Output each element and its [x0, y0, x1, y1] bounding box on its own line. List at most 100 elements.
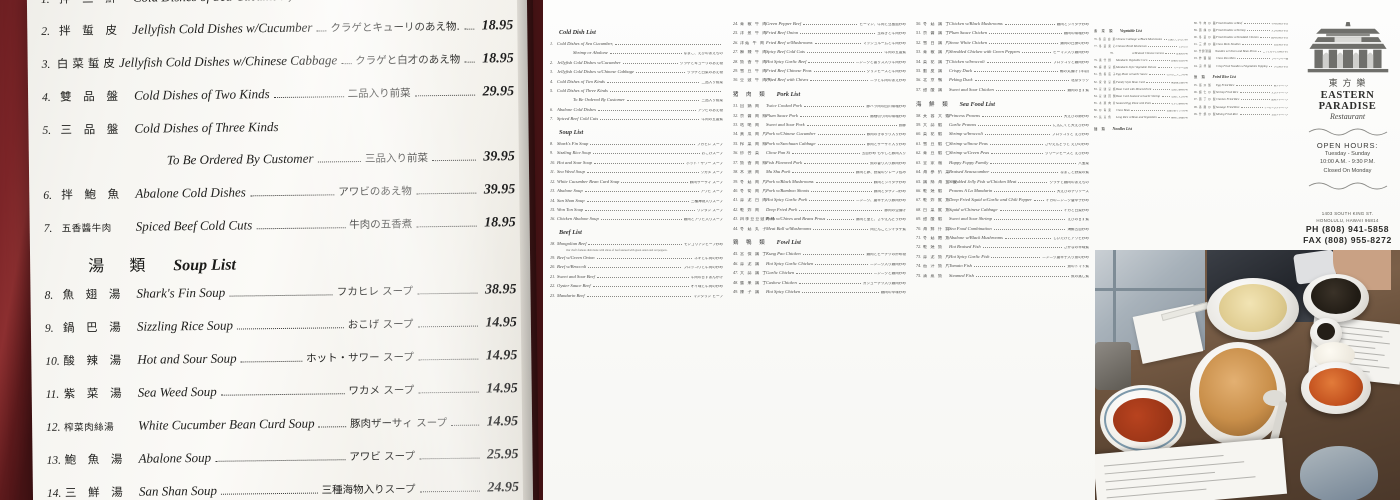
leader-dots — [974, 71, 1058, 73]
item-japanese-name: マンダリン ビーフ — [693, 294, 723, 298]
item-japanese-name: 五目炒め もやしと豚肉入り — [861, 152, 906, 156]
leader-dots — [586, 200, 689, 202]
item-english-name: Beef w/Green Onion — [557, 256, 595, 261]
item-chinese-name: 咕 咾 肉 — [740, 123, 761, 128]
fowl-list-heading: 鶏 鴨 類 Fowl List — [733, 238, 906, 246]
soup-list: 8. 魚 翅 湯 Shark's Fin Soup フカヒレ スープ 38.95 9. 鍋 … — [30, 281, 533, 500]
photo-black-beans-contents — [1311, 278, 1361, 314]
item-english-name: Hot Spicy Garlic Beef — [766, 59, 807, 64]
item-number: 21. — [550, 274, 556, 279]
item-japanese-name: フカヒレ スープ — [696, 143, 723, 147]
item-chinese-name: 三 鮮 炒 麺 — [1199, 43, 1217, 47]
item-chinese-name: 豆 豉 豆 腐 — [1099, 87, 1117, 91]
item-number: 48. — [733, 280, 739, 285]
scan-fowl-row: 56. 北 京 鴨 Peking Duck 北京ダック — [916, 78, 1089, 83]
scan-vegetable-row: 81. 魚 香 茄 子 Egg Plant w/Garlic Sauce なすのニンニ… — [1094, 73, 1188, 77]
item-number: 1. — [550, 42, 554, 46]
item-japanese-name: クラゲと白才のあえ物 — [355, 53, 461, 68]
phone-number: PH (808) 941-5858 — [1305, 224, 1390, 235]
leader-dots — [1239, 113, 1270, 115]
item-chinese-name: 雪 豆 牛 肉 — [740, 69, 768, 74]
item-number: 76. — [1094, 38, 1098, 41]
item-english-name: Sweet and Sour Chicken — [949, 87, 994, 92]
leader-dots — [594, 162, 685, 164]
leader-dots — [799, 115, 869, 117]
item-chinese-name: 芙 蓉 大 蝦 — [923, 113, 951, 118]
item-chinese-name: 鍋 巴 湯 — [62, 319, 125, 335]
item-english-name: Cold Dishes of Sea Cucumber, — [557, 42, 614, 46]
item-english-name: Twice Cooked Pork — [766, 104, 802, 109]
item-japanese-name: アワビ スープ — [349, 450, 416, 464]
item-chinese-name: 炒 合 菜 — [740, 151, 761, 156]
leader-dots — [215, 459, 346, 462]
item-english-name: Pork w/Chinese Cucumber — [766, 132, 816, 137]
item-chinese-name: 雙 品 盤 — [60, 88, 122, 104]
item-english-name: Sweet and Sour Pork — [766, 123, 805, 128]
item-japanese-name: 三品入り前菜 — [701, 99, 723, 103]
photo-water-glass — [1300, 446, 1378, 500]
item-japanese-name: 酢豚 — [898, 124, 906, 128]
item-chinese-name: 素 什 錦 — [1099, 59, 1112, 63]
scan-soup-row: 12. White Cucumber Bean Curd Soup 豚肉ザーサィ ス… — [550, 180, 723, 185]
seafood-list-heading: 海 鮮 類 Sea Food List — [916, 100, 1089, 108]
item-japanese-name: にんにくと大えび炒め — [1053, 124, 1089, 128]
item-number: 98. — [1194, 105, 1198, 109]
item-number: 85. — [1094, 101, 1098, 105]
item-japanese-name: ニラと牛肉のあえ炒め — [870, 79, 906, 83]
scan-seafood-row: 67. 乾 炸 魷 魚 Deep Fried Squid w/Garlic and … — [916, 198, 1089, 203]
item-chinese-name: 蒜 泥 白 肉 — [740, 198, 768, 203]
item-chinese-name: 木 須 肉 — [740, 170, 761, 175]
leader-dots — [609, 53, 682, 55]
leader-dots — [590, 144, 695, 146]
scan-pork-row: 32. 京 醤 肉 絲 Plum Sauce Pork 豚細切り肉の味噌炒め — [733, 114, 906, 119]
leader-dots — [809, 200, 854, 202]
item-number: 13. — [550, 189, 556, 194]
chef-special-note: Our chef's famous dish made with slices … — [566, 248, 668, 252]
leader-dots — [1247, 30, 1270, 32]
scan-vegetable-row: 76. 冬 菇 白 菜 Chinese Cabbage w/Black Mushro… — [1094, 38, 1188, 42]
cold-dish-row: To Be Ordered By Customer 三品入り前菜 39.95 — [29, 148, 529, 171]
item-japanese-name: 二品入り前菜 — [701, 80, 723, 84]
item-number: 8. — [550, 142, 554, 147]
item-english-name: Fried Beef with Chives — [766, 78, 809, 83]
item-japanese-name: 牛肉の五香煮 — [884, 51, 906, 55]
item-number: 27. — [733, 50, 739, 55]
cold-dish-list-heading: Cold Dish List — [550, 29, 723, 36]
leader-dots — [249, 194, 335, 197]
leader-dots — [600, 119, 700, 121]
item-english-name: Prawns A La Mandarin — [949, 188, 993, 193]
item-english-name: Pork w/Chives and Beans Prous — [766, 217, 826, 222]
item-number: 90. — [1194, 36, 1198, 40]
leader-dots-2 — [463, 28, 474, 30]
item-chinese-name: 木 須 肉 片 — [1099, 101, 1117, 105]
leader-dots — [982, 247, 1062, 249]
item-japanese-name: 野菜の五目炒め — [1171, 60, 1188, 63]
scan-pork-row: 37. 魚 香 肉 絲 Fish Flavored Pork 魚の香り入り豚肉炒め — [733, 161, 906, 166]
item-english-name: Shrimp or Abalone — [573, 51, 608, 56]
item-number: 12. — [550, 179, 556, 184]
scan-fowl-row: 53. 青 椒 鶏 片 Shredded Chicken with Green Pe… — [916, 50, 1089, 55]
laminated-menu-page: 1.拌 三 鮮Cold Dishes of Sea Cucumber, 2. 拌 蜇… — [26, 0, 540, 500]
item-chinese-name: 蝦 仁 炒 飯 — [1199, 91, 1217, 95]
pork-list-heading: 猪 肉 類 Pork List — [733, 90, 906, 98]
item-japanese-name: 鶏肉チャーハン — [1271, 99, 1288, 102]
flourish-divider-icon-2 — [1308, 182, 1387, 190]
leader-dots-2 — [414, 94, 475, 97]
item-chinese-name: 甜 酸 鶏 — [923, 87, 944, 92]
item-english-name: Hot Spicy Chicken — [766, 289, 801, 294]
scan-beef-rows: 18. Mongolian Beef モンゴリアンビーフ炒め Our chef's f… — [550, 242, 723, 298]
item-english-name: Jellyfish Cold Dishes w/Chinese Cabbage — [118, 52, 338, 70]
scan-beef-row: 27. 麻 辣 牛 肉 Spicy Beef Cold Cuts 牛肉の五香煮 — [733, 50, 906, 55]
leader-dots — [999, 209, 1062, 211]
open-hours-title: OPEN HOURS: — [1316, 141, 1379, 150]
item-number: 43. — [733, 217, 739, 222]
item-japanese-name: 豚バラ肉の四川味噌炒め — [866, 105, 906, 109]
item-english-name: Mixing Fried Rice — [1216, 111, 1238, 116]
scan-soup-row: 15. Won Ton Soup ワンタン スープ — [550, 208, 723, 213]
item-english-name: Chicken w/Black Mushrooms — [949, 22, 1003, 26]
item-number: 92. — [1194, 50, 1198, 54]
item-chinese-name: 青 豆 蝦 仁 — [923, 151, 951, 156]
item-number: 60. — [916, 132, 922, 137]
item-english-name: Squid w/Chinese Cabbage — [949, 207, 998, 212]
item-number: 39. — [733, 179, 739, 184]
